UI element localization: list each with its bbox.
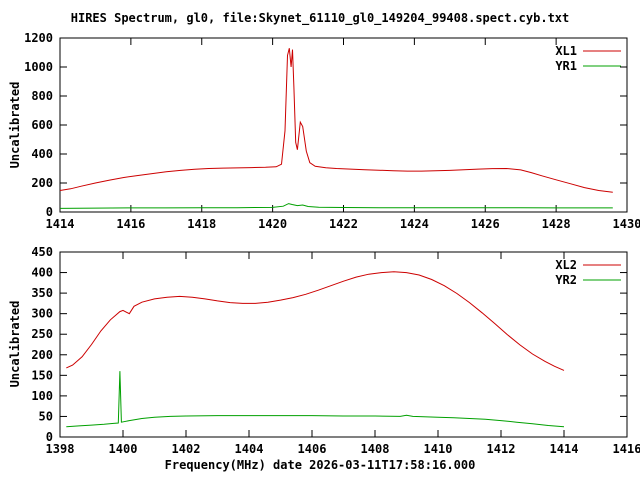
x-tick-label: 1418 xyxy=(187,217,216,231)
x-tick-label: 1398 xyxy=(46,442,75,456)
x-axis-label: Frequency(MHz) date 2026-03-11T17:58:16.… xyxy=(164,458,476,472)
plot-top: 1414 1416 1418 1420 1422 1424 1426 1428 1430 0 200… xyxy=(24,31,640,231)
legend-label-YR1: YR1 xyxy=(555,59,577,73)
chart-title: HIRES Spectrum, gl0, file:Skynet_61110_g… xyxy=(70,11,570,25)
y-tick-label: 200 xyxy=(31,348,53,362)
x-tick-label: 1414 xyxy=(46,217,75,231)
series-YR2 xyxy=(66,371,565,428)
y-tick-label: 150 xyxy=(31,368,53,382)
y-tick-label: 1200 xyxy=(24,31,53,45)
y-tick-label: 400 xyxy=(31,147,53,161)
series-XL2 xyxy=(66,271,565,371)
x-tick-label: 1426 xyxy=(471,217,500,231)
y-tick-label: 100 xyxy=(31,389,53,403)
x-tick-label: 1414 xyxy=(550,442,579,456)
series-XL1 xyxy=(59,48,613,193)
x-tick-label: 1430 xyxy=(613,217,640,231)
y-tick-label: 800 xyxy=(31,89,53,103)
x-tick-label: 1424 xyxy=(400,217,429,231)
x-tick-label: 1406 xyxy=(298,442,327,456)
y-tick-label: 400 xyxy=(31,266,53,280)
series-YR1 xyxy=(59,203,613,209)
legend-label-XL2: XL2 xyxy=(555,258,577,272)
y-tick-label: 0 xyxy=(46,430,53,444)
y-tick-label: 0 xyxy=(46,205,53,219)
x-tick-label: 1428 xyxy=(542,217,571,231)
y-tick-label: 600 xyxy=(31,118,53,132)
x-tick-label: 1416 xyxy=(613,442,640,456)
legend-label-YR2: YR2 xyxy=(555,273,577,287)
y-tick-label: 450 xyxy=(31,245,53,259)
x-tick-label: 1404 xyxy=(235,442,264,456)
y-tick-label: 300 xyxy=(31,307,53,321)
plot-bottom: 1398 1400 1402 1404 1406 1408 1410 1412 1414 1416… xyxy=(31,245,640,456)
x-tick-label: 1412 xyxy=(487,442,516,456)
y-tick-label: 250 xyxy=(31,327,53,341)
x-tick-label: 1420 xyxy=(258,217,287,231)
x-tick-label: 1422 xyxy=(329,217,358,231)
legend-label-XL1: XL1 xyxy=(555,44,577,58)
plot-border xyxy=(59,251,628,438)
x-tick-label: 1402 xyxy=(172,442,201,456)
y-tick-label: 200 xyxy=(31,176,53,190)
y-tick-label: 1000 xyxy=(24,60,53,74)
x-tick-label: 1400 xyxy=(109,442,138,456)
y-tick-label: 50 xyxy=(39,409,53,423)
x-tick-label: 1408 xyxy=(361,442,390,456)
x-tick-label: 1410 xyxy=(424,442,453,456)
y-tick-label: 350 xyxy=(31,286,53,300)
plot-border xyxy=(59,37,628,213)
x-tick-label: 1416 xyxy=(116,217,145,231)
